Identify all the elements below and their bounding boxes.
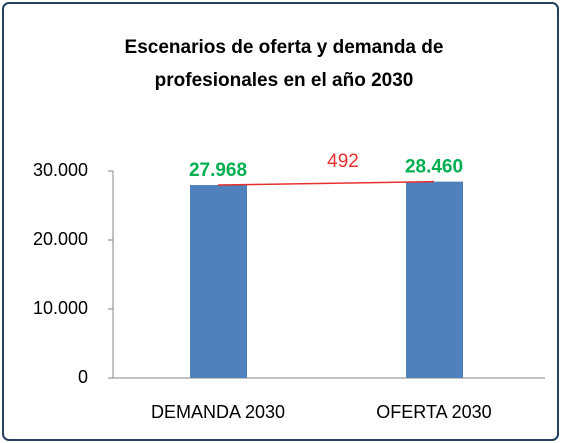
y-tick-label: 10.000 [33,298,88,318]
x-tick-label: DEMANDA 2030 [151,402,285,422]
chart-title: Escenarios de oferta y demanda de [125,37,444,58]
difference-line [217,180,435,186]
annotation: 492 [327,151,359,172]
bar [190,185,247,378]
value-label: 28.460 [405,157,463,178]
x-tick-label: OFERTA 2030 [376,402,491,422]
y-tick-label: 30.000 [33,160,88,180]
bar [406,181,463,378]
y-tick-label: 20.000 [33,229,88,249]
value-label: 27.968 [189,160,247,181]
y-tick-label: 0 [78,367,88,387]
chart-title: profesionales en el año 2030 [155,70,414,91]
